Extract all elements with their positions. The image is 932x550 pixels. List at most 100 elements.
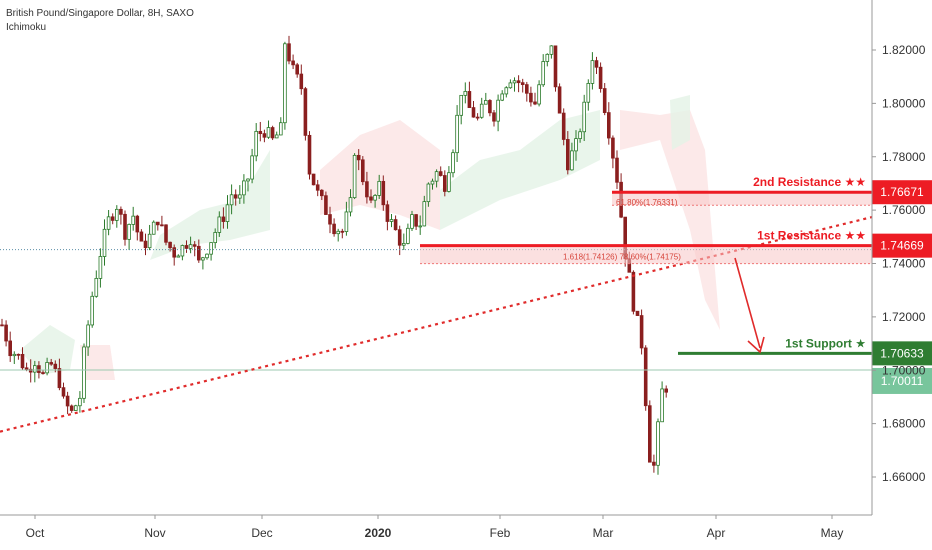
candle-body	[65, 395, 70, 407]
candle-body	[611, 137, 615, 159]
current-price-label: 1.70011	[881, 374, 924, 388]
candle-body	[319, 189, 324, 197]
candle-body	[258, 130, 263, 135]
candle-body	[283, 43, 287, 124]
candle-body	[643, 347, 648, 407]
candle-body	[311, 173, 316, 186]
candle-body	[635, 310, 640, 316]
candle-body	[209, 242, 213, 255]
candle-body	[508, 82, 513, 89]
candle-body	[504, 87, 509, 95]
candle-body	[566, 139, 570, 171]
candle-body	[418, 225, 422, 228]
candle-body	[270, 127, 275, 139]
candle-body	[0, 324, 4, 327]
resistance-zone	[612, 192, 872, 206]
candle-body	[53, 363, 58, 369]
time-tick-label: Apr	[707, 526, 726, 540]
price-tick-label: 1.80000	[882, 96, 926, 110]
cloud-patch-1	[320, 120, 440, 230]
candle-body	[86, 324, 90, 348]
candle-body	[360, 159, 365, 183]
candle-body	[201, 257, 205, 261]
candle-body	[393, 219, 398, 231]
projection-arrow-line	[734, 257, 761, 349]
time-tick-label: Oct	[26, 526, 45, 540]
candle-body	[356, 154, 361, 161]
candle-body	[250, 155, 254, 180]
candle-body	[594, 60, 599, 68]
candle-body	[434, 171, 439, 182]
candle-body	[315, 184, 320, 191]
candle-body	[648, 405, 652, 463]
candle-body	[254, 130, 259, 157]
candle-body	[8, 340, 13, 357]
candle-body	[455, 114, 459, 154]
candle-body	[660, 388, 664, 423]
candle-body	[278, 122, 283, 136]
candle-body	[586, 82, 591, 103]
price-tag-label: 1.74669	[880, 239, 924, 253]
candle-body	[426, 183, 431, 203]
projection-arrow-head	[747, 336, 765, 354]
price-tag	[872, 233, 932, 258]
candle-body	[438, 171, 443, 176]
candle-body	[24, 367, 29, 370]
price-tick-label: 1.66000	[882, 470, 926, 484]
candle-body	[213, 232, 218, 244]
candle-body	[115, 208, 119, 221]
candle-body	[422, 201, 427, 227]
candle-body	[4, 324, 8, 342]
candle-body	[561, 112, 566, 140]
candle-body	[344, 211, 349, 233]
candle-body	[20, 353, 25, 369]
candle-body	[287, 43, 291, 62]
candle-body	[110, 216, 115, 221]
candle-body	[496, 99, 500, 122]
chart-symbol-title: British Pound/Singapore Dollar, 8H, SAXO	[6, 8, 194, 19]
candle-body	[106, 216, 111, 230]
candle-body	[155, 221, 160, 226]
candle-body	[274, 134, 279, 139]
candle-body	[102, 228, 107, 257]
trendline	[0, 215, 873, 433]
candle-body	[135, 215, 140, 233]
candle-body	[602, 88, 607, 114]
candle-body	[520, 82, 525, 86]
candle-body	[82, 346, 86, 399]
candle-body	[352, 154, 357, 199]
candle-body	[184, 245, 189, 249]
candle-body	[516, 80, 521, 84]
candle-body	[94, 277, 99, 297]
candle-body	[381, 180, 386, 206]
candle-body	[176, 255, 181, 258]
price-tick-label: 1.78000	[882, 150, 926, 164]
annotations: 2nd Resistance ★★ 1.76671 1st Resistance ★…	[0, 175, 932, 433]
candle-body	[553, 45, 558, 88]
candle-body	[295, 64, 299, 75]
indicator-label: Ichimoku	[6, 22, 47, 33]
candle-body	[639, 315, 644, 349]
candle-body	[291, 60, 295, 66]
candle-body	[471, 107, 476, 118]
cloud-patch-0	[150, 150, 270, 260]
candle-body	[90, 295, 95, 326]
candle-body	[164, 224, 168, 243]
candle-body	[340, 230, 345, 233]
candle-body	[74, 405, 78, 411]
candle-body	[615, 157, 619, 183]
candle-body	[631, 271, 636, 312]
price-tick-label: 1.70000	[882, 363, 926, 377]
time-tick-label: Dec	[251, 526, 272, 540]
candle-body	[123, 213, 127, 240]
cloud-patch-3	[620, 110, 720, 330]
candle-body	[488, 100, 492, 114]
candle-body	[582, 101, 586, 133]
resistance-zone	[420, 245, 872, 264]
candle-body	[307, 134, 312, 175]
price-tick-label: 1.76000	[882, 203, 926, 217]
fib-label: 1.618(1.74126) 78.60%(1.74175)	[563, 253, 681, 262]
candle-body	[459, 94, 463, 116]
candle-body	[78, 397, 82, 407]
